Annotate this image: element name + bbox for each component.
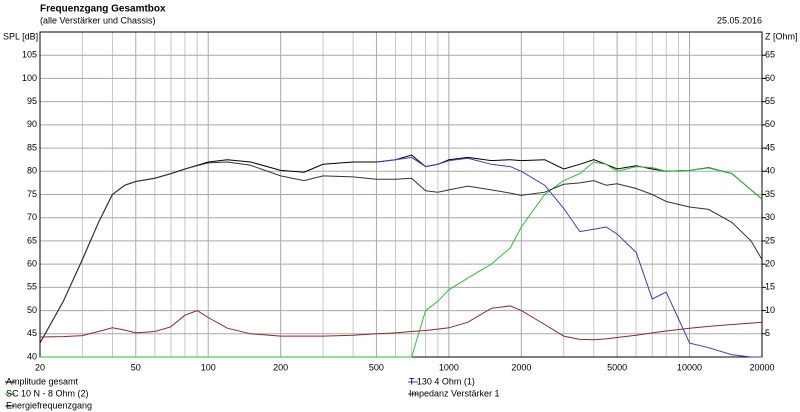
y2-tick-label: 65 <box>765 50 775 60</box>
x-tick-label: 5000 <box>607 362 627 372</box>
legend-label: Impedanz Verstärker 1 <box>409 388 500 398</box>
y2-tick-label: 20 <box>765 259 775 269</box>
y-tick-label: 70 <box>27 212 37 222</box>
series-line <box>40 161 763 358</box>
x-tick-label: 20000 <box>749 362 774 372</box>
x-tick-label: 100 <box>201 362 216 372</box>
y-tick-label: 100 <box>22 73 37 83</box>
legend-label: SC 10 N - 8 Ohm (2) <box>6 388 89 398</box>
y-tick-label: 60 <box>27 259 37 269</box>
x-tick-label: 500 <box>369 362 384 372</box>
y2-axis-label: Z [Ohm] <box>765 31 798 41</box>
series-line <box>39 305 763 341</box>
y-tick-label: 65 <box>27 235 37 245</box>
y2-tick-label: 25 <box>765 235 775 245</box>
y2-tick-label: 5 <box>765 328 770 338</box>
x-tick-label: 1000 <box>439 362 459 372</box>
y2-tick-label: 35 <box>765 189 775 199</box>
chart-title: Frequenzgang Gesamtbox <box>40 4 166 15</box>
x-tick-label: 50 <box>131 362 141 372</box>
series-line <box>39 161 763 344</box>
y2-tick-label: 50 <box>765 119 775 129</box>
y-tick-label: 50 <box>27 305 37 315</box>
legend-label: Amplitude gesamt <box>6 376 79 386</box>
y-tick-label: 90 <box>27 119 37 129</box>
y-axis-label: SPL [dB] <box>3 31 38 41</box>
y-tick-label: 55 <box>27 282 37 292</box>
y-tick-label: 85 <box>27 142 37 152</box>
x-tick-label: 200 <box>273 362 288 372</box>
y2-tick-label: 45 <box>765 142 775 152</box>
y2-tick-label: 40 <box>765 166 775 176</box>
y2-tick-label: 10 <box>765 305 775 315</box>
y-tick-label: 40 <box>27 351 37 361</box>
legend-label: T 130 4 Ohm (1) <box>409 376 475 386</box>
y2-tick-label: 30 <box>765 212 775 222</box>
y2-tick-label: 15 <box>765 282 775 292</box>
series-line <box>376 156 762 358</box>
y-tick-label: 95 <box>27 96 37 106</box>
legend-label: Energiefrequenzgang <box>6 400 92 410</box>
x-tick-label: 2000 <box>511 362 531 372</box>
x-tick-label: 20 <box>35 362 45 372</box>
y-tick-label: 45 <box>27 328 37 338</box>
series-line <box>39 154 763 344</box>
chart-date: 25.05.2016 <box>717 15 762 25</box>
y2-tick-label: 60 <box>765 73 775 83</box>
y-tick-label: 105 <box>22 50 37 60</box>
chart-subtitle: (alle Verstärker und Chassis) <box>40 15 156 25</box>
x-tick-label: 10000 <box>677 362 702 372</box>
y-tick-label: 80 <box>27 166 37 176</box>
y2-tick-label: 55 <box>765 96 775 106</box>
y-tick-label: 75 <box>27 189 37 199</box>
